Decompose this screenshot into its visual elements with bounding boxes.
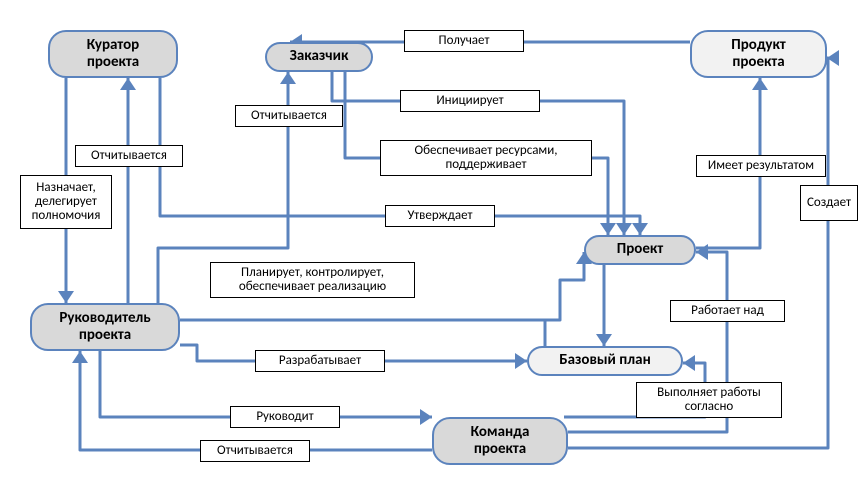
edge-label-cust-supports-proj: Обеспечивает ресурсами,поддерживает — [380, 140, 592, 176]
node-manager: Руководительпроекта — [30, 303, 180, 351]
edge-label-cust-initiates-proj: Инициирует — [400, 90, 540, 112]
node-label: Командапроекта — [471, 424, 530, 459]
edge-label-team-reports-mgr: Отчитывается — [200, 440, 310, 462]
edge-label-cust-gets-prod: Получает — [404, 30, 524, 52]
edge-label-mgr-develops-plan: Разрабатывает — [255, 350, 385, 372]
node-label: Кураторпроекта — [87, 37, 139, 72]
edge-label-curator-approves-proj: Утверждает — [385, 205, 495, 227]
edge-label-mgr-reports-customer: Отчитывается — [235, 105, 343, 127]
edge-label-mgr-reports-curator: Отчитывается — [75, 145, 183, 167]
node-customer: Заказчик — [265, 42, 373, 72]
edge-label-team-creates-product: Создает — [800, 185, 858, 221]
node-label: Продуктпроекта — [731, 37, 785, 72]
node-label: Базовый план — [559, 352, 651, 369]
node-project: Проект — [584, 235, 696, 265]
edge-label-curator-appoints-mgr: Назначает,делегируетполномочия — [20, 175, 112, 229]
node-plan: Базовый план — [527, 346, 683, 376]
diagram: Кураторпроекта Заказчик Продуктпроекта Прое… — [0, 0, 865, 500]
edge-label-mgr-leads-team: Руководит — [230, 406, 340, 428]
node-team: Командапроекта — [432, 417, 568, 465]
node-label: Заказчик — [290, 48, 349, 65]
edge-label-proj-has-product: Имеет результатом — [696, 155, 826, 177]
node-label: Руководительпроекта — [59, 310, 150, 345]
node-product: Продуктпроекта — [690, 30, 827, 78]
node-label: Проект — [617, 241, 663, 258]
edge-label-team-executes-plan: Выполняет работысогласно — [636, 382, 782, 418]
node-curator: Кураторпроекта — [48, 30, 178, 78]
edge-label-mgr-plans-proj: Планирует, контролирует,обеспечивает реа… — [210, 262, 415, 298]
edge-label-team-works-proj: Работает над — [670, 300, 785, 322]
